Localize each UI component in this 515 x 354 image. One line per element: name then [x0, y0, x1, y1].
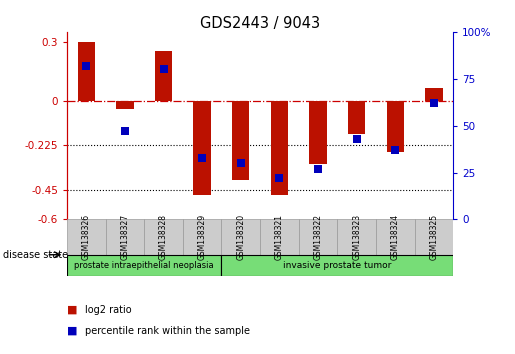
Point — [82, 63, 91, 68]
Text: GSM138322: GSM138322 — [314, 214, 322, 260]
Text: GSM138325: GSM138325 — [430, 214, 438, 260]
Point — [352, 136, 360, 142]
Point — [314, 166, 322, 172]
Bar — [299, 219, 337, 255]
Bar — [67, 219, 106, 255]
Text: disease state: disease state — [3, 250, 67, 260]
Text: GSM138321: GSM138321 — [275, 214, 284, 260]
Point — [391, 147, 400, 153]
Text: prostate intraepithelial neoplasia: prostate intraepithelial neoplasia — [74, 261, 214, 270]
Bar — [221, 255, 453, 276]
Bar — [155, 51, 172, 101]
Text: invasive prostate tumor: invasive prostate tumor — [283, 261, 391, 270]
Bar — [106, 219, 144, 255]
Text: GSM138328: GSM138328 — [159, 214, 168, 260]
Bar — [337, 219, 376, 255]
Text: GSM138324: GSM138324 — [391, 214, 400, 260]
Text: GSM138323: GSM138323 — [352, 214, 361, 260]
Bar — [271, 101, 288, 195]
Point — [198, 155, 206, 160]
Bar — [194, 101, 211, 195]
Bar — [415, 219, 453, 255]
Bar — [116, 101, 133, 109]
Text: log2 ratio: log2 ratio — [85, 305, 132, 315]
Bar — [78, 42, 95, 101]
Bar — [348, 101, 365, 133]
Text: ■: ■ — [67, 326, 77, 336]
Bar — [387, 101, 404, 152]
Text: percentile rank within the sample: percentile rank within the sample — [85, 326, 250, 336]
Text: GSM138329: GSM138329 — [198, 214, 207, 260]
Bar — [232, 101, 249, 180]
Bar — [221, 219, 260, 255]
Title: GDS2443 / 9043: GDS2443 / 9043 — [200, 16, 320, 31]
Bar — [144, 219, 183, 255]
Bar — [260, 219, 299, 255]
Bar — [310, 101, 327, 164]
Point — [159, 67, 167, 72]
Point — [121, 129, 129, 134]
Text: GSM138326: GSM138326 — [82, 214, 91, 260]
Point — [430, 100, 438, 106]
Bar — [376, 219, 415, 255]
Text: ■: ■ — [67, 305, 77, 315]
Text: GSM138327: GSM138327 — [121, 214, 129, 260]
Point — [275, 175, 283, 181]
Point — [236, 160, 245, 166]
Bar — [183, 219, 221, 255]
Bar — [425, 88, 442, 101]
Bar — [67, 255, 221, 276]
Text: GSM138320: GSM138320 — [236, 214, 245, 260]
